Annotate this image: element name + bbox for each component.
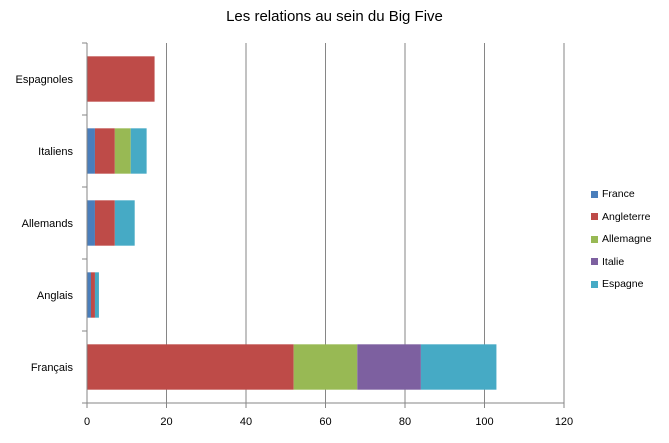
- bar-segment: [357, 344, 421, 390]
- legend-swatch: [591, 190, 598, 198]
- x-tick-labels: 0 20 40 60 80 100 120: [84, 416, 573, 428]
- axes: [82, 42, 565, 408]
- legend-swatch: [591, 213, 598, 221]
- x-tick-label: 100: [475, 416, 493, 428]
- legend-item: France: [591, 183, 652, 206]
- x-tick-label: 80: [399, 416, 411, 428]
- x-tick-label: 60: [319, 416, 331, 428]
- bar-segment: [94, 128, 115, 174]
- bar-segment: [293, 344, 358, 390]
- bar-segment: [87, 272, 91, 318]
- legend-label: Allemagne: [602, 233, 652, 246]
- x-tick-label: 0: [84, 416, 90, 428]
- legend-label: Angleterre: [602, 210, 651, 223]
- bar-segment: [130, 128, 147, 174]
- bar-segment: [87, 344, 294, 390]
- bar-segment: [87, 56, 155, 102]
- legend-label: France: [602, 188, 635, 201]
- category-label: Français: [31, 362, 74, 374]
- legend-item: Angleterre: [591, 206, 652, 229]
- legend-swatch: [591, 235, 598, 243]
- category-label: Allemands: [22, 218, 74, 230]
- category-label: Italiens: [38, 146, 73, 158]
- x-tick-label: 20: [160, 416, 172, 428]
- x-tick-label: 40: [240, 416, 252, 428]
- x-tick-label: 120: [555, 416, 573, 428]
- bars: [87, 56, 497, 390]
- bar-segment: [90, 272, 95, 318]
- category-labels: Français Anglais Allemands Italiens Espagnol…: [16, 74, 74, 374]
- chart-title: Les relations au sein du Big Five: [226, 8, 443, 25]
- bar-segment: [114, 128, 131, 174]
- bar-segment: [87, 200, 95, 246]
- legend-swatch: [591, 258, 598, 266]
- bar-segment: [94, 272, 99, 318]
- legend-label: Espagne: [602, 278, 644, 291]
- legend-item: Italie: [591, 251, 652, 274]
- bar-segment: [114, 200, 135, 246]
- legend-item: Espagne: [591, 273, 652, 296]
- legend-item: Allemagne: [591, 228, 652, 251]
- category-label: Espagnoles: [16, 74, 74, 86]
- legend: France Angleterre Allemagne Italie Espagne: [591, 183, 652, 296]
- legend-label: Italie: [602, 255, 625, 268]
- legend-swatch: [591, 280, 598, 288]
- category-label: Anglais: [37, 290, 74, 302]
- bar-segment: [94, 200, 115, 246]
- bar-segment: [420, 344, 497, 390]
- bar-segment: [87, 128, 95, 174]
- gridlines: [166, 43, 565, 403]
